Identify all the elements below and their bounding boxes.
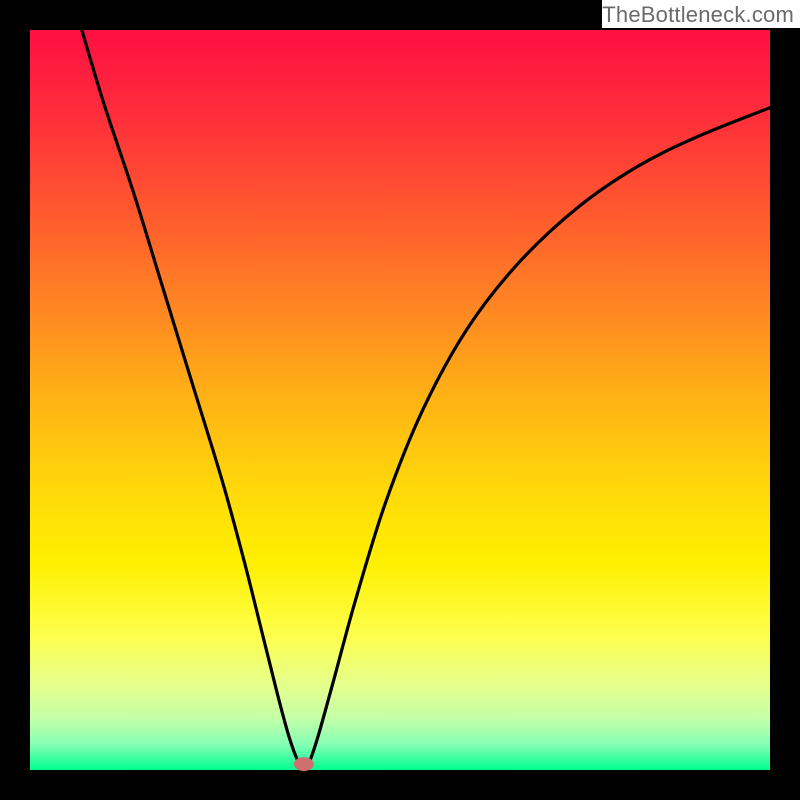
gradient-background xyxy=(30,30,770,770)
optimal-point-marker xyxy=(294,757,314,771)
bottleneck-chart xyxy=(0,0,800,800)
site-watermark: TheBottleneck.com xyxy=(602,0,800,28)
